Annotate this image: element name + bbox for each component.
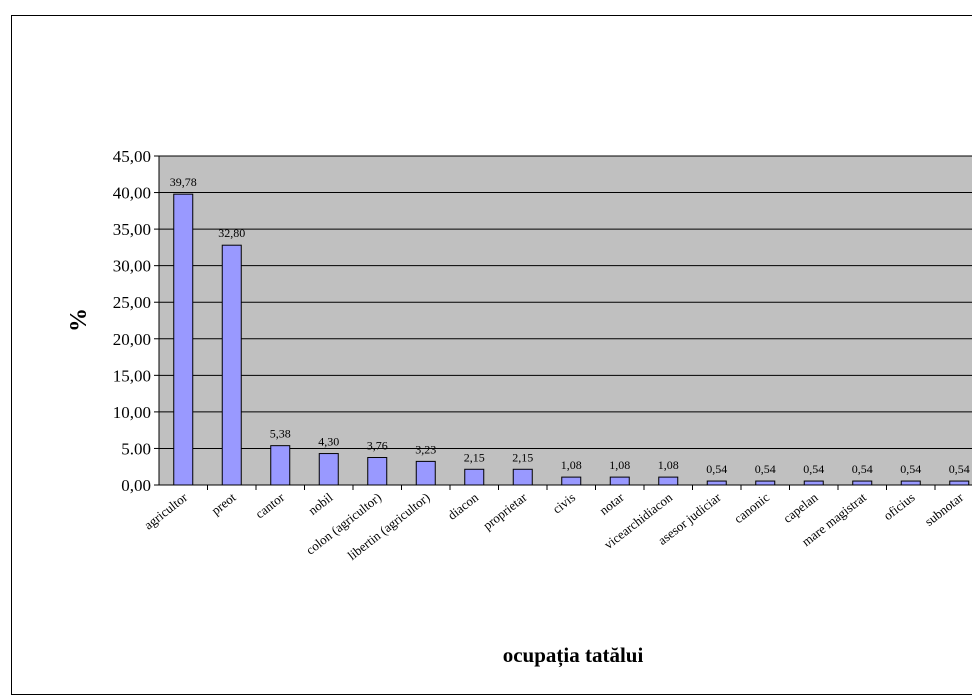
x-tick-label: nobil xyxy=(305,489,336,518)
y-tick-label: 45,00 xyxy=(113,147,151,166)
bar-11 xyxy=(706,480,727,486)
bar-4 xyxy=(367,457,388,486)
y-tick-label: 25,00 xyxy=(113,293,151,312)
data-label: 0,54 xyxy=(755,462,776,476)
bar-8 xyxy=(561,476,582,486)
data-label: 4,30 xyxy=(318,435,339,449)
data-label: 5,38 xyxy=(270,427,291,441)
data-label: 39,78 xyxy=(170,175,197,189)
data-label: 1,08 xyxy=(561,458,582,472)
bar-5 xyxy=(415,460,436,486)
data-labels: 39,78 32,80 5,38 4,30 3,76 3,23 2,15 2,15 1,08 1,… xyxy=(170,175,970,476)
data-label: 0,54 xyxy=(949,462,970,476)
bar-14 xyxy=(852,480,873,486)
plot-area xyxy=(158,155,972,486)
x-axis-title: ocupația tatălui xyxy=(503,643,644,668)
data-label: 2,15 xyxy=(464,450,485,464)
data-label: 3,76 xyxy=(367,439,388,453)
y-axis-title: % xyxy=(66,308,92,332)
y-tick-label: 15,00 xyxy=(113,366,151,385)
x-tick-label: canonic xyxy=(731,489,772,526)
bar-0 xyxy=(173,193,194,486)
bar-16 xyxy=(949,480,970,486)
x-tick-label: proprietar xyxy=(480,489,530,533)
gridlines xyxy=(159,155,972,449)
y-tick-label: 10,00 xyxy=(113,403,151,422)
data-label: 32,80 xyxy=(218,226,245,240)
data-label: 3,23 xyxy=(415,442,436,456)
bar-13 xyxy=(803,480,824,486)
bar-12 xyxy=(755,480,776,486)
y-tick-label: 0,00 xyxy=(121,476,151,495)
bar-3 xyxy=(318,453,339,486)
x-tick-label: civis xyxy=(550,490,579,517)
y-tick-label: 35,00 xyxy=(113,220,151,239)
x-tick-label: agricultor xyxy=(141,489,191,532)
x-tick-label: oficius xyxy=(880,490,917,524)
y-tick-label: 30,00 xyxy=(113,257,151,276)
bar-6 xyxy=(464,468,485,486)
data-label: 0,54 xyxy=(706,462,727,476)
data-label: 1,08 xyxy=(658,458,679,472)
x-tick-label: capelan xyxy=(780,489,821,526)
data-label: 0,54 xyxy=(803,462,824,476)
data-label: 1,08 xyxy=(609,458,630,472)
bar-7 xyxy=(512,468,533,486)
y-tick-label: 5.00 xyxy=(121,439,151,458)
x-tick-label: subnotar xyxy=(922,489,967,529)
data-label: 0,54 xyxy=(900,462,921,476)
data-label: 0,54 xyxy=(852,462,873,476)
y-tick-label: 20,00 xyxy=(113,330,151,349)
bar-chart: 39,78 32,80 5,38 4,30 3,76 3,23 2,15 2,15 1,08 1,… xyxy=(66,147,972,668)
x-tick-label: preot xyxy=(208,489,239,518)
y-tick-label: 40,00 xyxy=(113,184,151,203)
bar-2 xyxy=(270,445,291,486)
x-tick-label: cantor xyxy=(252,489,287,521)
bar-15 xyxy=(900,480,921,486)
y-axis: 0,00 5.00 10,00 15,00 20,00 25,00 30,00 35,00 40… xyxy=(113,147,160,495)
bar-9 xyxy=(609,476,630,486)
bar-10 xyxy=(658,476,679,486)
x-tick-label: diacon xyxy=(445,489,482,522)
bar-1 xyxy=(221,244,242,486)
x-tick-label: libertin (agricultor) xyxy=(345,490,433,563)
x-tick-label: notar xyxy=(596,489,627,518)
data-label: 2,15 xyxy=(512,450,533,464)
